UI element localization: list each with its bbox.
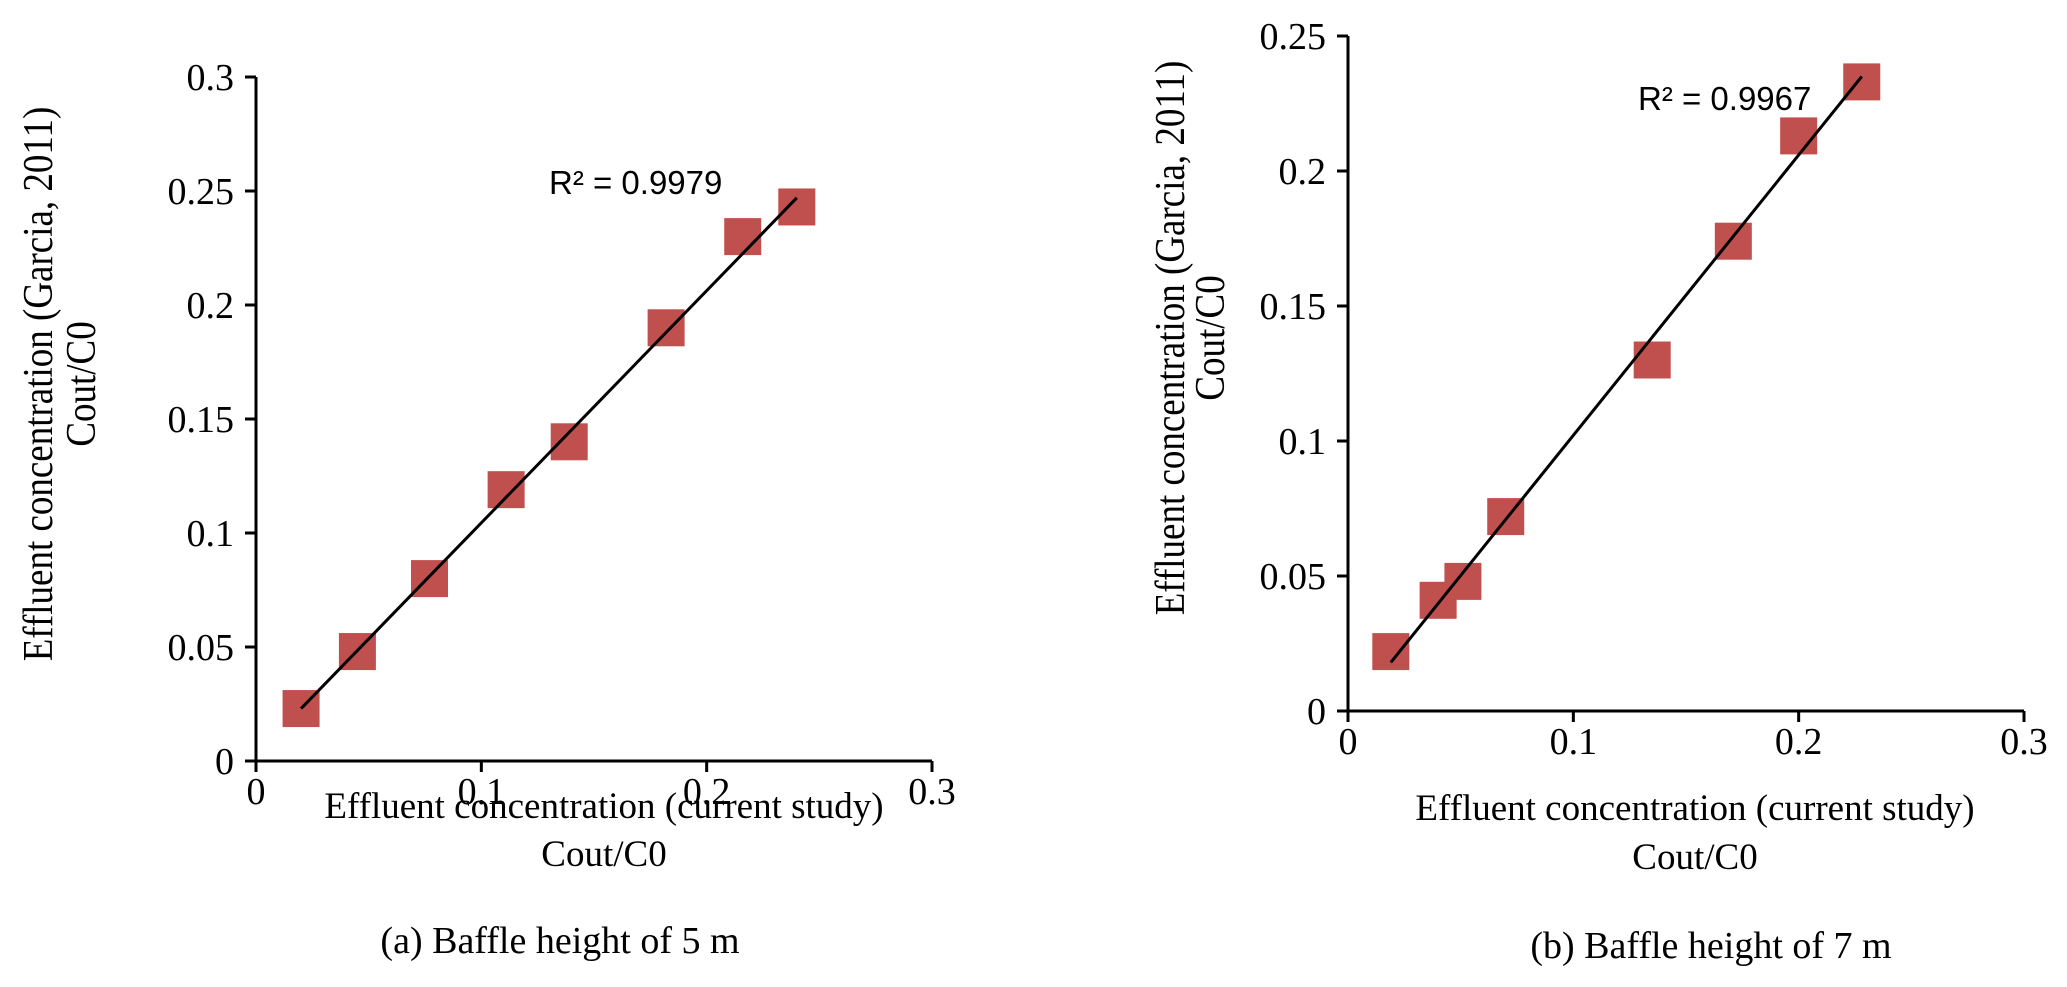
x-tick-label: 0 <box>1339 721 1358 763</box>
data-point <box>647 309 685 347</box>
y-tick-label: 0.3 <box>187 57 235 99</box>
y-tick-label: 0.25 <box>1260 16 1327 58</box>
x-axis-title-line1: Effluent concentration (current study) <box>1415 788 1974 829</box>
r-squared-label: R² = 0.9979 <box>549 164 722 201</box>
data-point <box>778 188 816 226</box>
y-tick-label: 0.1 <box>187 513 235 555</box>
r-squared-label: R² = 0.9967 <box>1638 80 1811 117</box>
trendline-line <box>1389 75 1863 664</box>
y-tick-label: 0.05 <box>168 627 235 669</box>
trendline-line <box>299 196 798 710</box>
y-tick-label: 0 <box>1307 691 1326 733</box>
chart-a: Effluent concentration (Garcia, 2011) Co… <box>14 57 956 962</box>
y-tick-label: 0.15 <box>168 399 235 441</box>
data-point <box>724 218 762 256</box>
y-axis-title: Effluent concentration (Garcia, 2011) Co… <box>14 107 105 662</box>
y-ticks: 0 0.05 0.1 0.15 0.2 0.25 0.3 <box>168 57 256 783</box>
x-axis-title-line2: Cout/C0 <box>541 834 666 875</box>
y-tick-label: 0.25 <box>168 171 235 213</box>
x-tick-label: 0.3 <box>908 771 956 813</box>
x-axis-title-line2: Cout/C0 <box>1632 837 1757 878</box>
chart-b: Effluent concentration (Garcia, 2011) Co… <box>1146 16 2048 967</box>
x-ticks: 0 0.1 0.2 0.3 <box>247 761 956 813</box>
x-tick-label: 0 <box>247 771 266 813</box>
y-axis-title: Effluent concentration (Garcia, 2011) Co… <box>1146 61 1234 616</box>
data-points <box>1372 63 1881 671</box>
x-ticks: 0 0.1 0.2 0.3 <box>1339 711 2048 763</box>
trendline <box>299 196 798 710</box>
y-tick-label: 0.1 <box>1279 421 1327 463</box>
data-point <box>550 423 588 461</box>
data-point <box>1372 633 1410 671</box>
y-axis-title-line1: Effluent concentration (Garcia, 2011) <box>14 107 62 662</box>
x-tick-label: 0.1 <box>458 771 506 813</box>
data-point <box>487 471 525 509</box>
y-tick-label: 0.2 <box>1279 151 1327 193</box>
y-tick-label: 0.05 <box>1260 556 1327 598</box>
x-axis-title-line1: Effluent concentration (current study) <box>324 786 883 827</box>
trendline <box>1389 75 1863 664</box>
x-tick-label: 0.2 <box>683 771 731 813</box>
data-point <box>1780 117 1818 155</box>
x-tick-label: 0.2 <box>1775 721 1823 763</box>
x-tick-label: 0.3 <box>2000 721 2048 763</box>
y-tick-label: 0.2 <box>187 285 235 327</box>
panel-caption: (a) Baffle height of 5 m <box>380 920 739 962</box>
axes <box>1346 36 2024 713</box>
y-tick-label: 0.15 <box>1260 286 1327 328</box>
y-axis-title-line2: Cout/C0 <box>1186 275 1234 400</box>
data-point <box>1444 562 1482 600</box>
panel-caption: (b) Baffle height of 7 m <box>1530 925 1891 967</box>
x-tick-label: 0.1 <box>1550 721 1598 763</box>
y-axis-title-line1: Effluent concentration (Garcia, 2011) <box>1146 61 1194 616</box>
data-point <box>1633 341 1671 379</box>
y-tick-label: 0 <box>215 741 234 783</box>
y-axis-title-line2: Cout/C0 <box>57 321 105 446</box>
y-ticks: 0 0.05 0.1 0.15 0.2 0.25 <box>1260 16 1348 733</box>
